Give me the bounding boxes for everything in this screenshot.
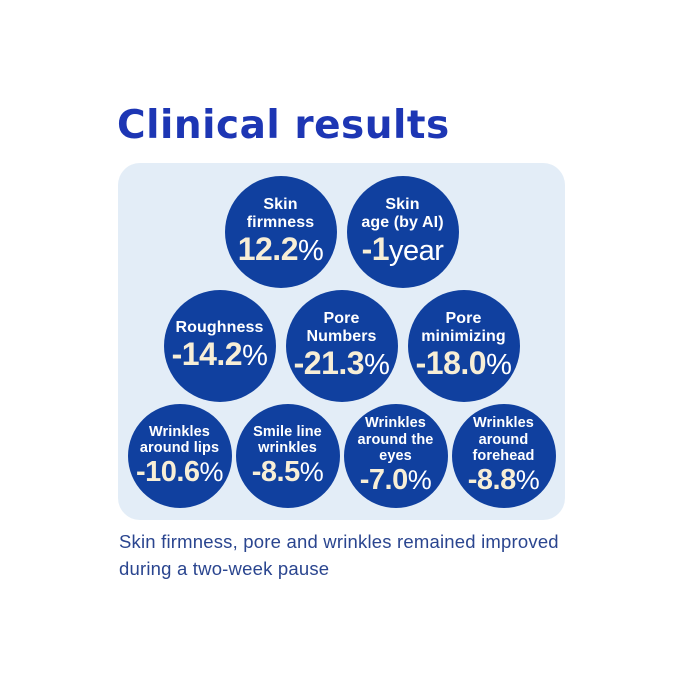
stat-value: -21.3% bbox=[293, 345, 390, 382]
stat-unit: % bbox=[199, 457, 224, 488]
stat-circle-roughness: Roughness -14.2% bbox=[163, 289, 276, 402]
stat-circle-wrinkles-lips: Wrinkles around lips -10.6% bbox=[127, 403, 232, 508]
page-title: Clinical results bbox=[117, 103, 450, 148]
stat-label: Pore minimizing bbox=[421, 310, 506, 346]
stat-number: -14.2 bbox=[171, 336, 243, 373]
stat-label: Wrinkles around lips bbox=[139, 423, 220, 456]
stat-value: -10.6% bbox=[135, 456, 224, 489]
stat-unit: year bbox=[389, 235, 444, 268]
stat-value: -8.8% bbox=[468, 465, 540, 495]
stat-number: -21.3 bbox=[293, 345, 365, 382]
stat-label: Skin firmness bbox=[246, 196, 315, 232]
footnote-text: Skin firmness, pore and wrinkles remaine… bbox=[119, 531, 559, 579]
stat-label: Roughness bbox=[175, 319, 264, 337]
stat-value: 12.2% bbox=[237, 231, 324, 268]
stat-number: -7.0 bbox=[359, 464, 408, 497]
results-panel: Skin firmness 12.2% Skin age (by AI) -1y… bbox=[118, 163, 565, 520]
stat-label: Wrinkles around forehead bbox=[472, 415, 535, 464]
stat-circle-skin-age: Skin age (by AI) -1year bbox=[346, 175, 459, 288]
stat-unit: % bbox=[486, 349, 512, 382]
stat-number: -18.0 bbox=[415, 345, 487, 382]
stat-label: Smile line wrinkles bbox=[253, 423, 322, 456]
stat-unit: % bbox=[299, 457, 324, 488]
stat-unit: % bbox=[407, 465, 432, 496]
circle-row-2: Roughness -14.2% Pore Numbers -21.3% Por… bbox=[159, 289, 525, 402]
stat-circle-pore-numbers: Pore Numbers -21.3% bbox=[285, 289, 398, 402]
stat-label: Pore Numbers bbox=[306, 310, 377, 346]
stat-unit: % bbox=[242, 340, 268, 373]
stat-number: -1 bbox=[361, 231, 390, 268]
stat-label: Skin age (by AI) bbox=[361, 196, 444, 232]
stat-unit: % bbox=[297, 235, 324, 268]
stat-unit: % bbox=[364, 349, 390, 382]
circle-row-1: Skin firmness 12.2% Skin age (by AI) -1y… bbox=[220, 175, 464, 288]
stat-number: -10.6 bbox=[135, 456, 200, 489]
stat-circle-wrinkles-forehead: Wrinkles around forehead -8.8% bbox=[451, 403, 556, 508]
stat-unit: % bbox=[515, 465, 540, 496]
stat-circle-skin-firmness: Skin firmness 12.2% bbox=[224, 175, 337, 288]
stat-number: 12.2 bbox=[237, 231, 299, 268]
stat-value: -8.5% bbox=[252, 457, 324, 487]
stat-value: -14.2% bbox=[171, 336, 268, 373]
stat-circle-wrinkles-eyes: Wrinkles around the eyes -7.0% bbox=[343, 403, 448, 508]
stat-value: -7.0% bbox=[360, 465, 432, 495]
stat-circle-pore-minimizing: Pore minimizing -18.0% bbox=[407, 289, 520, 402]
stat-number: -8.8 bbox=[467, 464, 516, 497]
circle-row-3: Wrinkles around lips -10.6% Smile line w… bbox=[126, 403, 558, 508]
stat-number: -8.5 bbox=[251, 456, 300, 489]
stat-circle-smile-line: Smile line wrinkles -8.5% bbox=[235, 403, 340, 508]
stat-value: -18.0% bbox=[415, 345, 512, 382]
stat-label: Wrinkles around the eyes bbox=[357, 415, 434, 464]
stat-value: -1year bbox=[361, 231, 444, 268]
